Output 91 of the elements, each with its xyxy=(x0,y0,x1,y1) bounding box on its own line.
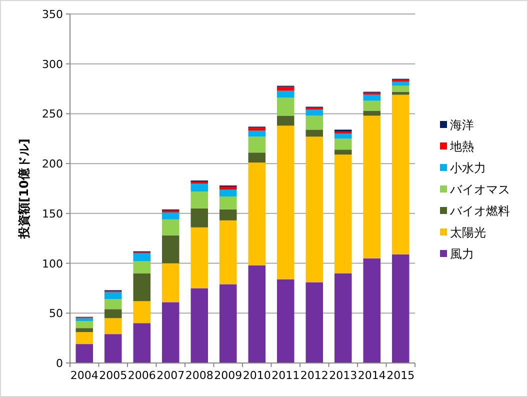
bar xyxy=(133,253,150,262)
bar xyxy=(334,154,352,274)
bar xyxy=(277,86,294,91)
x-tick-label: 2013 xyxy=(329,369,358,382)
x-tick-label: 2009 xyxy=(214,369,242,382)
bar xyxy=(306,116,323,130)
y-tick-label: 50 xyxy=(49,307,63,320)
bar xyxy=(306,136,323,282)
bar xyxy=(220,196,237,210)
y-tick-label: 200 xyxy=(42,158,63,171)
x-tick-label: 2012 xyxy=(300,369,328,382)
bar xyxy=(248,162,266,266)
bar xyxy=(248,265,266,363)
x-tick-label: 2006 xyxy=(128,369,156,382)
bar xyxy=(190,184,208,192)
bar xyxy=(248,136,266,153)
y-tick-label: 300 xyxy=(42,58,63,71)
bar xyxy=(277,98,294,116)
bar xyxy=(220,284,237,363)
bar xyxy=(363,100,380,111)
bar xyxy=(133,261,150,274)
bar xyxy=(306,282,323,363)
bar xyxy=(392,94,410,254)
bar xyxy=(104,309,122,318)
bar xyxy=(248,128,266,131)
bar xyxy=(334,138,352,150)
bar xyxy=(162,302,180,363)
bar xyxy=(363,116,380,258)
bar xyxy=(334,150,352,155)
bar xyxy=(277,90,294,98)
bar xyxy=(190,191,208,208)
bar xyxy=(162,219,180,236)
bar xyxy=(162,235,180,264)
legend-label: 海洋 xyxy=(450,118,474,132)
x-tick-label: 2011 xyxy=(272,369,300,382)
bar xyxy=(104,334,122,363)
bar xyxy=(277,126,294,280)
x-tick-label: 2008 xyxy=(185,369,214,382)
x-tick-label: 2015 xyxy=(386,369,415,382)
bar xyxy=(162,212,180,220)
x-tick-label: 2010 xyxy=(242,369,271,382)
y-tick-label: 350 xyxy=(42,8,63,21)
bar xyxy=(334,273,352,363)
legend-label: バイオマス xyxy=(449,182,510,196)
bar xyxy=(277,116,294,126)
bar xyxy=(392,86,410,92)
bar xyxy=(190,288,208,363)
y-tick-label: 100 xyxy=(42,257,63,270)
x-tick-label: 2005 xyxy=(99,369,128,382)
bar xyxy=(76,328,93,332)
bar xyxy=(277,279,294,363)
bar xyxy=(392,82,410,86)
bar xyxy=(76,318,93,322)
bar xyxy=(220,209,237,220)
y-tick-label: 0 xyxy=(56,357,63,370)
bar xyxy=(306,130,323,137)
bar xyxy=(104,318,122,334)
bar xyxy=(248,152,266,163)
y-tick-label: 150 xyxy=(42,207,63,220)
bar xyxy=(76,332,93,344)
legend-label: 風力 xyxy=(450,247,474,261)
bar xyxy=(363,258,380,363)
bar xyxy=(76,344,93,363)
bar xyxy=(392,92,410,95)
bar xyxy=(306,110,323,116)
legend-label: 太陽光 xyxy=(450,226,486,240)
bar xyxy=(133,273,150,302)
bar xyxy=(220,186,237,190)
bar xyxy=(133,301,150,324)
x-tick-label: 2007 xyxy=(156,369,185,382)
y-axis-title: 投資額[10億ドル] xyxy=(17,138,31,240)
bar xyxy=(220,189,237,196)
bar xyxy=(248,130,266,137)
legend-label: バイオ燃料 xyxy=(449,204,510,218)
bar xyxy=(334,134,352,139)
bar xyxy=(190,208,208,228)
bar xyxy=(392,254,410,363)
bar xyxy=(363,110,380,116)
bar xyxy=(220,220,237,284)
bar xyxy=(190,227,208,288)
legend-label: 小水力 xyxy=(450,161,486,175)
legend-label: 地熱 xyxy=(449,140,474,154)
bar xyxy=(104,299,122,310)
x-tick-label: 2004 xyxy=(70,369,98,382)
bar xyxy=(76,321,93,328)
bar xyxy=(363,94,380,101)
x-tick-label: 2014 xyxy=(358,369,386,382)
bar xyxy=(133,323,150,363)
y-tick-label: 250 xyxy=(42,108,63,121)
bar xyxy=(104,292,122,300)
bar xyxy=(162,263,180,302)
